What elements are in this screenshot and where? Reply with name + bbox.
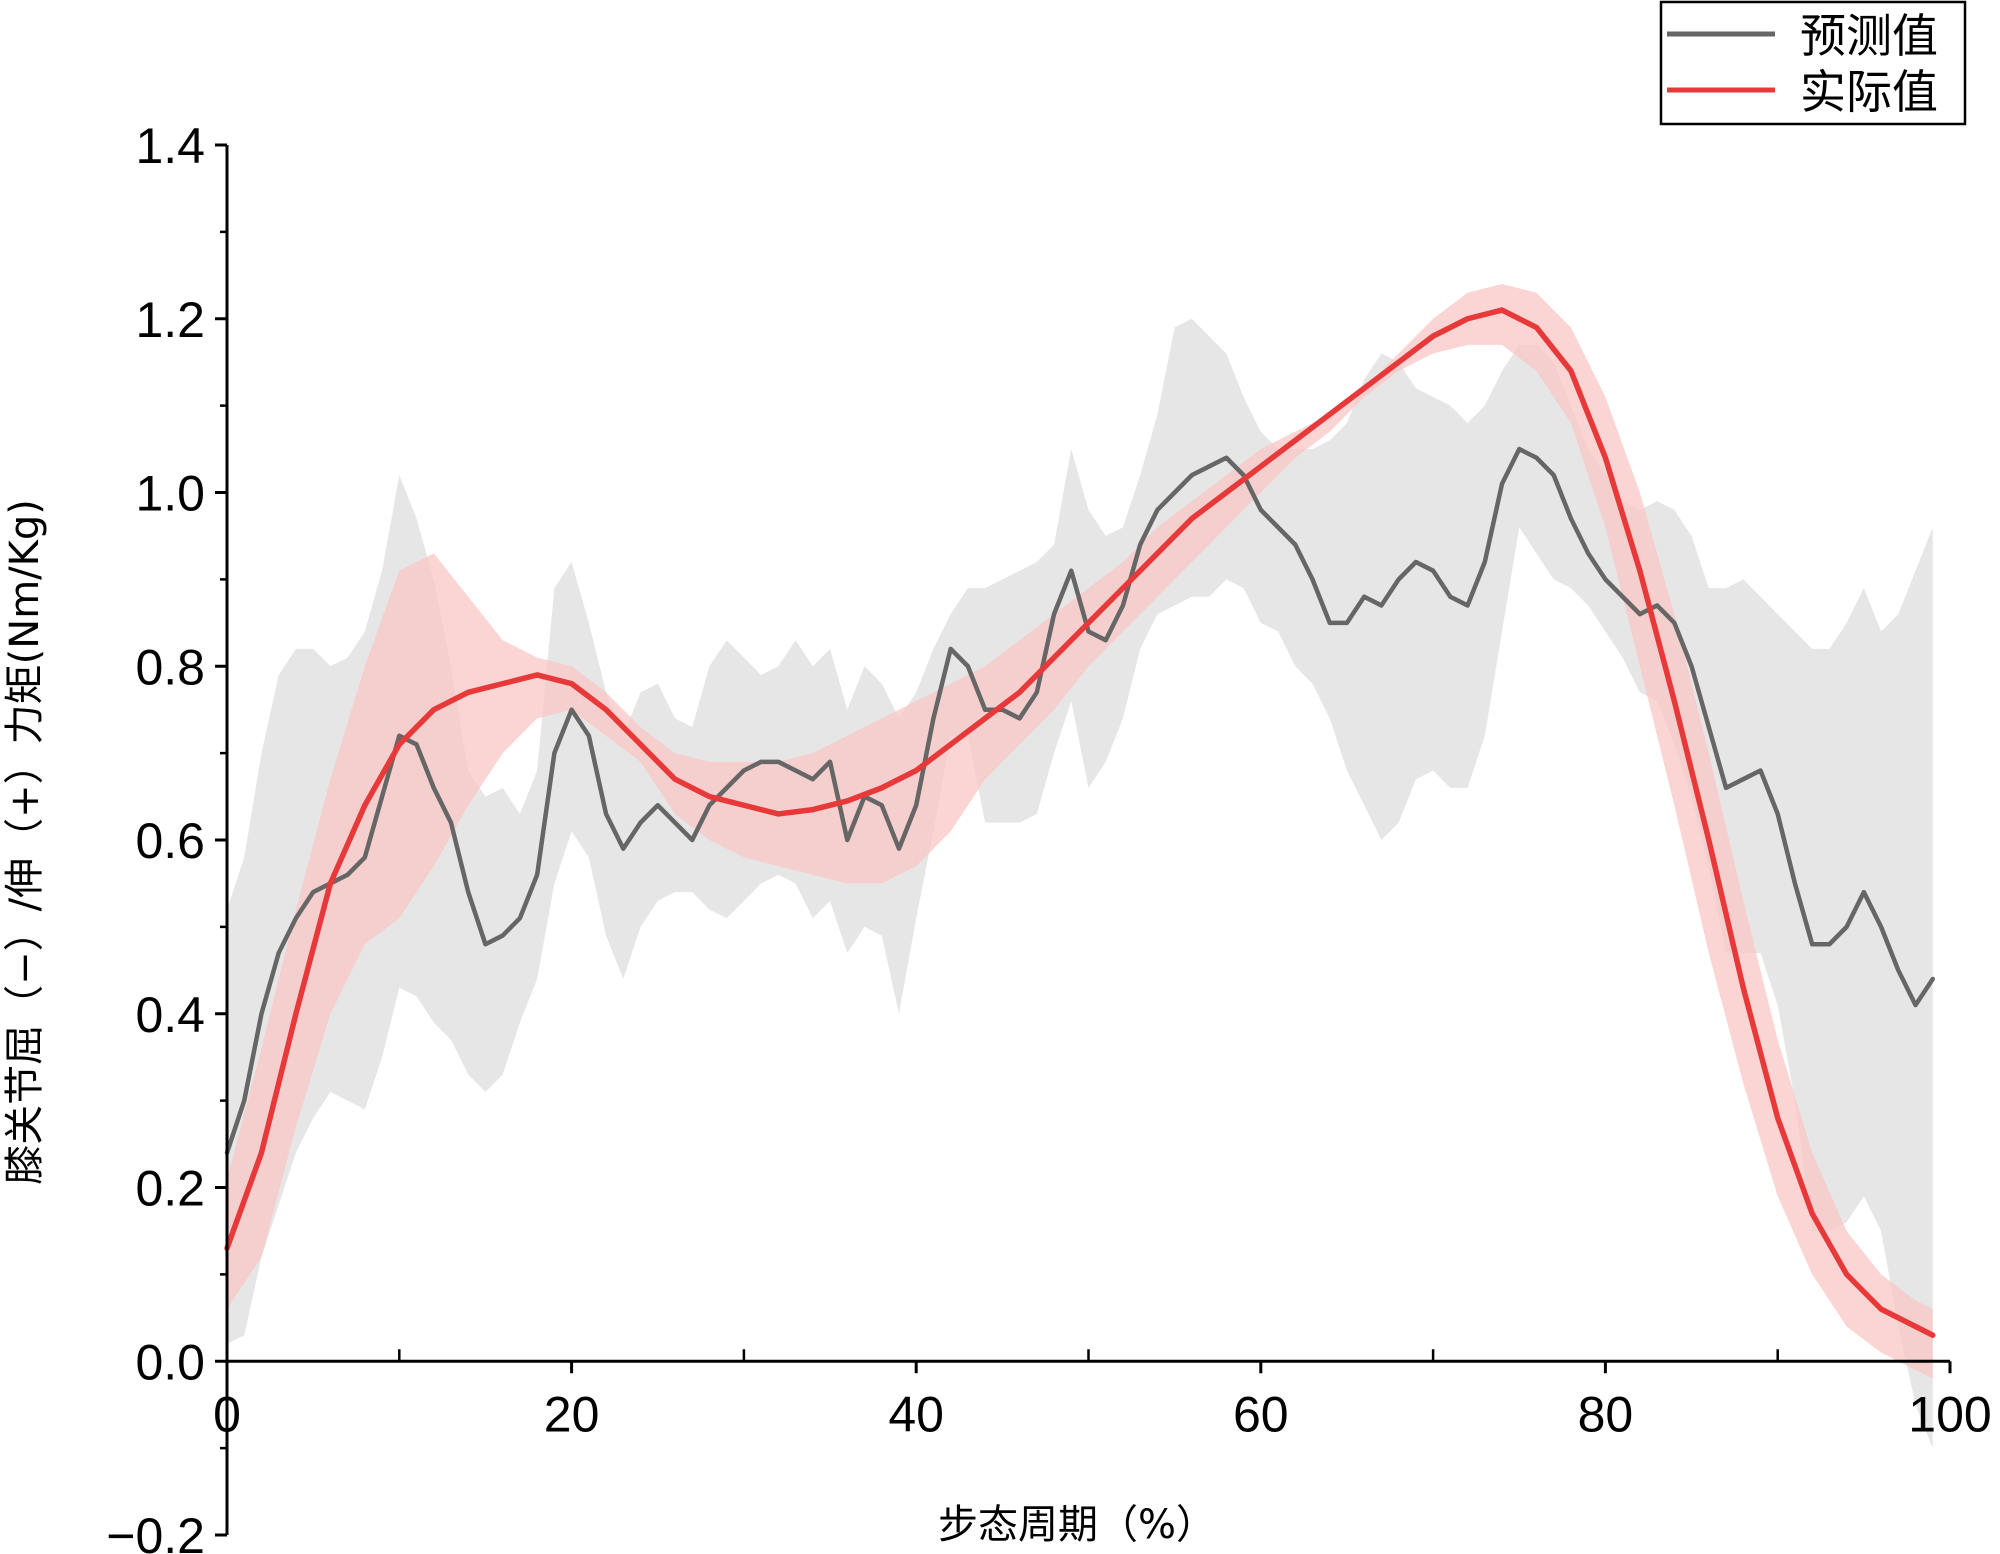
y-axis-title: 膝关节屈（−）/伸（+）力矩(Nm/Kg) [2,499,48,1185]
x-tick-label: 40 [888,1386,944,1442]
series-lines [224,307,1936,1338]
y-tick-label: 0.4 [135,987,205,1043]
legend-box [1659,0,1967,126]
legend: 预测值 实际值 [1659,0,1967,126]
axis-ticks: −0.2 0.0 0.2 0.4 0.6 0.8 1.0 1.2 1.4 0 20 40 60 80 100 [106,118,1991,1554]
line-actual [224,307,1936,1338]
y-tick-label: 1.0 [135,466,205,522]
x-tick-label: 0 [213,1386,241,1442]
y-tick-label: 0.6 [135,813,205,869]
x-tick-label: 80 [1578,1386,1634,1442]
band-predicted [227,318,1933,1449]
x-tick-label: 20 [544,1386,600,1442]
y-tick-label: 1.2 [135,292,205,348]
y-tick-label: −0.2 [106,1508,205,1554]
x-tick-label: 100 [1908,1386,1991,1442]
x-axis-title: 步态周期（%） [938,1502,1216,1548]
y-tick-label: 1.4 [135,118,205,174]
legend-label-predicted: 预测值 [1800,9,1938,63]
y-tick-label: 0.2 [135,1161,205,1217]
y-tick-label: 0.0 [135,1334,205,1390]
y-tick-label: 0.8 [135,639,205,695]
x-tick-label: 60 [1233,1386,1289,1442]
legend-label-actual: 实际值 [1800,65,1938,119]
confidence-bands [227,284,1933,1449]
